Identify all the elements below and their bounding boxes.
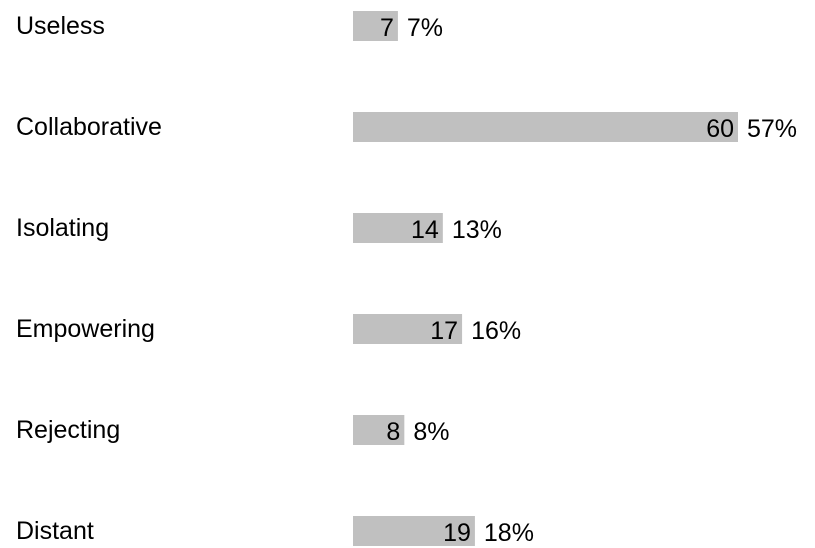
bar-row: Collaborative 60 57%	[16, 112, 797, 143]
category-label: Rejecting	[16, 416, 120, 444]
bar-percent-label: 13%	[452, 216, 502, 244]
bar	[353, 213, 443, 243]
category-label: Useless	[16, 12, 105, 40]
category-label: Empowering	[16, 315, 155, 343]
bar-percent-label: 7%	[407, 14, 443, 42]
bar-value-label: 14	[411, 216, 439, 244]
bar-value-label: 60	[706, 115, 734, 143]
bar-percent-label: 16%	[471, 317, 521, 345]
bar	[353, 112, 738, 142]
bar-row: Useless 7 7%	[16, 11, 443, 42]
bar-percent-label: 57%	[747, 115, 797, 143]
bar	[353, 314, 463, 344]
category-label: Isolating	[16, 214, 109, 242]
chart-rows: Useless 7 7% Collaborative 60 57% Isolating 14 1…	[16, 11, 797, 547]
bar-value-label: 8	[386, 418, 400, 446]
bar-value-label: 19	[443, 519, 471, 547]
bar-percent-label: 8%	[413, 418, 449, 446]
bar	[353, 516, 475, 546]
category-label: Distant	[16, 517, 94, 545]
bar-percent-label: 18%	[484, 519, 534, 547]
bar	[353, 11, 398, 41]
bar-row: Rejecting 8 8%	[16, 415, 449, 446]
bar-row: Distant 19 18%	[16, 516, 534, 547]
bar-row: Isolating 14 13%	[16, 213, 502, 244]
bar	[353, 415, 405, 445]
category-label: Collaborative	[16, 113, 162, 141]
bar-value-label: 17	[430, 317, 458, 345]
bar-row: Empowering 17 16%	[16, 314, 521, 345]
bar-value-label: 7	[380, 14, 394, 42]
